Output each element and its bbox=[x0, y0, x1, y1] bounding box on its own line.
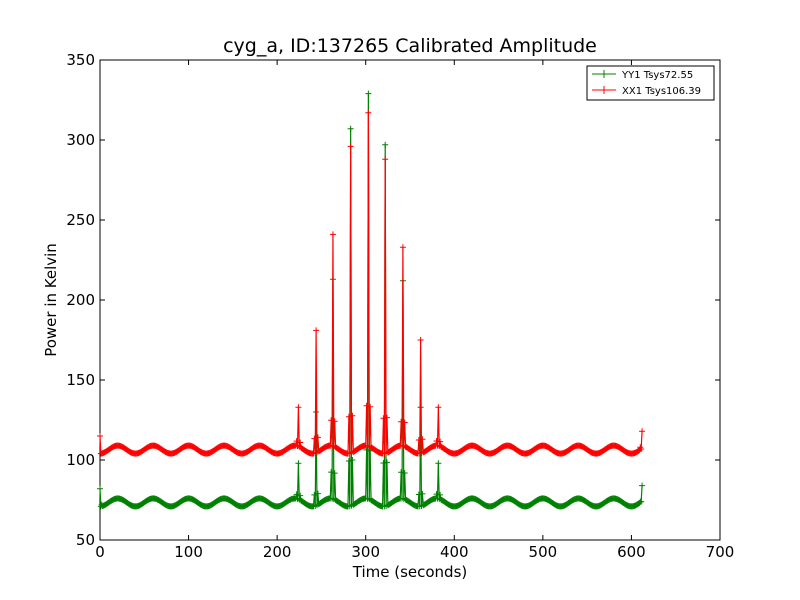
x-tick-label: 100 bbox=[174, 543, 203, 561]
data-point-yy1 bbox=[331, 470, 338, 477]
y-tick-label: 200 bbox=[66, 291, 95, 309]
data-point-xx1 bbox=[398, 418, 405, 425]
data-point-yy1 bbox=[401, 469, 408, 476]
data-point-yy1 bbox=[415, 491, 422, 498]
data-point-xx1 bbox=[293, 438, 300, 445]
x-tick-label: 600 bbox=[617, 543, 646, 561]
data-point-yy1 bbox=[345, 458, 352, 465]
data-point-yy1 bbox=[363, 446, 370, 453]
data-point-yy1 bbox=[328, 469, 335, 476]
y-tick-label: 300 bbox=[66, 131, 95, 149]
data-point-yy1 bbox=[380, 460, 387, 467]
plot-area: 0 100 200 300 400 500 600 700 50 100 150 200 250 300 3… bbox=[66, 51, 734, 561]
data-point-xx1 bbox=[401, 419, 408, 426]
data-point-xx1 bbox=[383, 414, 390, 421]
data-point-xx1 bbox=[365, 109, 372, 116]
data-point-xx1 bbox=[435, 404, 442, 411]
x-tick-label: 500 bbox=[529, 543, 558, 561]
data-point-xx1 bbox=[363, 402, 370, 409]
x-tick-label: 700 bbox=[706, 543, 735, 561]
data-point-xx1 bbox=[639, 428, 646, 435]
data-point-yy1 bbox=[293, 491, 300, 498]
series-layer bbox=[97, 90, 646, 510]
data-point-xx1 bbox=[382, 156, 389, 163]
data-point-yy1 bbox=[437, 491, 444, 498]
data-point-xx1 bbox=[367, 403, 374, 410]
data-point-yy1 bbox=[638, 498, 645, 505]
plot-frame bbox=[99, 59, 721, 541]
data-point-yy1 bbox=[311, 491, 318, 498]
x-axis-label: Time (seconds) bbox=[352, 563, 468, 581]
data-point-xx1 bbox=[313, 327, 320, 334]
legend-box bbox=[586, 65, 715, 101]
data-point-xx1 bbox=[297, 439, 304, 446]
data-point-xx1 bbox=[419, 436, 426, 443]
data-point-yy1 bbox=[314, 490, 321, 497]
y-tick-label: 50 bbox=[76, 531, 95, 549]
data-point-xx1 bbox=[311, 435, 318, 442]
x-tick-label: 300 bbox=[351, 543, 380, 561]
y-tick-label: 350 bbox=[66, 51, 95, 69]
data-point-yy1 bbox=[383, 459, 390, 466]
y-axis-label: Power in Kelvin bbox=[42, 243, 60, 357]
data-point-yy1 bbox=[349, 457, 356, 464]
data-point-yy1 bbox=[398, 469, 405, 476]
data-point-xx1 bbox=[331, 418, 338, 425]
legend-label-yy1: YY1 Tsys72.55 bbox=[621, 70, 693, 81]
data-point-xx1 bbox=[380, 415, 387, 422]
data-point-yy1 bbox=[433, 491, 440, 498]
data-point-yy1 bbox=[639, 482, 646, 489]
data-point-xx1 bbox=[349, 412, 356, 419]
legend: YY1 Tsys72.55 XX1 Tsys106.39 bbox=[586, 65, 715, 101]
y-tick-label: 150 bbox=[66, 371, 95, 389]
chart-title: cyg_a, ID:137265 Calibrated Amplitude bbox=[223, 35, 597, 57]
legend-label-xx1: XX1 Tsys106.39 bbox=[622, 86, 701, 97]
data-point-yy1 bbox=[382, 141, 389, 148]
series-markers-yy1 bbox=[97, 90, 646, 510]
data-point-xx1 bbox=[345, 413, 352, 420]
data-point-xx1 bbox=[97, 433, 103, 439]
data-point-xx1 bbox=[638, 445, 645, 452]
data-point-xx1 bbox=[399, 244, 406, 251]
data-point-xx1 bbox=[328, 417, 335, 424]
data-point-xx1 bbox=[417, 337, 424, 343]
x-tick-label: 0 bbox=[95, 543, 105, 561]
data-point-yy1 bbox=[297, 492, 304, 499]
x-tick-label: 400 bbox=[440, 543, 469, 561]
data-point-yy1 bbox=[419, 490, 426, 497]
data-point-yy1 bbox=[365, 90, 372, 97]
data-point-xx1 bbox=[295, 404, 302, 411]
y-tick-label: 250 bbox=[66, 211, 95, 229]
x-tick-label: 200 bbox=[263, 543, 292, 561]
data-point-xx1 bbox=[433, 437, 440, 444]
data-point-yy1 bbox=[295, 460, 302, 467]
data-point-xx1 bbox=[314, 434, 321, 441]
data-point-yy1 bbox=[435, 460, 442, 467]
data-point-xx1 bbox=[415, 436, 422, 443]
data-point-xx1 bbox=[437, 438, 444, 445]
y-tick-label: 100 bbox=[66, 451, 95, 469]
data-point-xx1 bbox=[329, 231, 336, 238]
data-point-yy1 bbox=[347, 125, 354, 132]
data-point-yy1 bbox=[97, 485, 103, 492]
tick-layer: 0 100 200 300 400 500 600 700 50 100 150 200 250 300 3… bbox=[66, 51, 734, 561]
data-point-xx1 bbox=[347, 143, 354, 150]
series-markers-xx1 bbox=[97, 109, 646, 457]
